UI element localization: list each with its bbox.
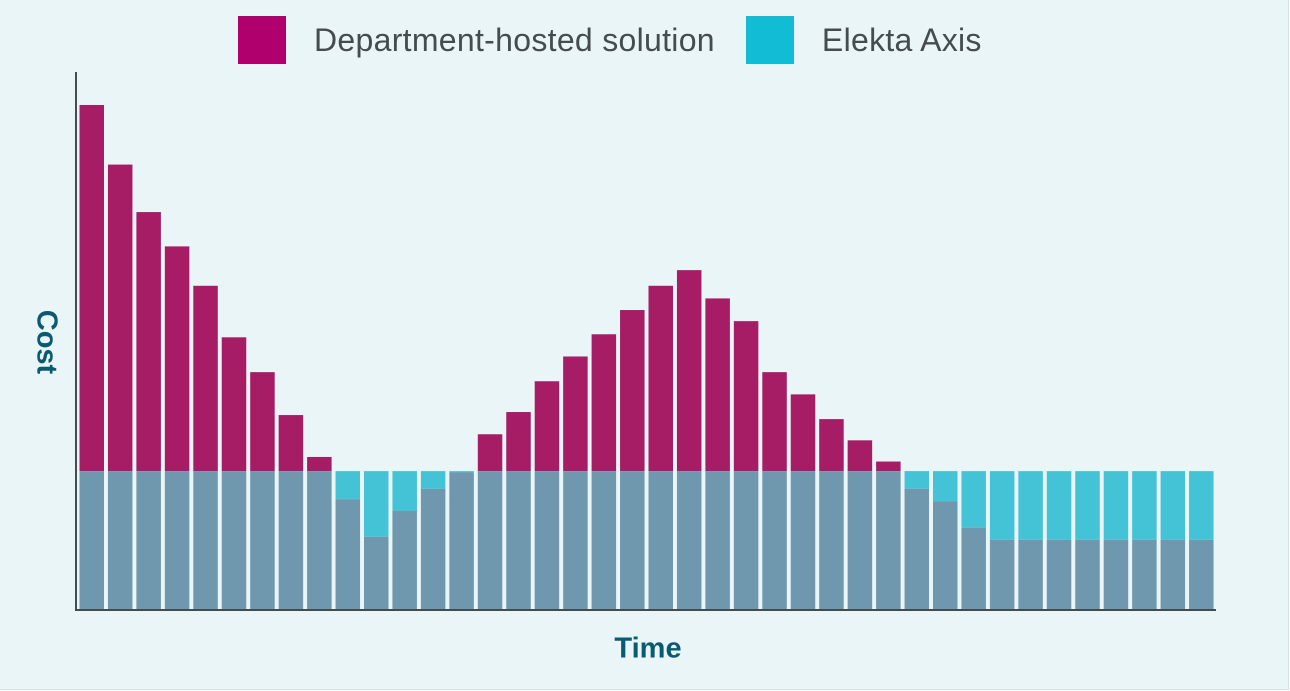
department-bar-2 [107, 164, 133, 472]
department-bar-22 [676, 270, 702, 472]
overlap-bar-10 [335, 499, 361, 610]
overlap-bar-39 [1160, 539, 1186, 610]
elekta-bar-40 [1189, 471, 1214, 540]
legend-item-elekta: Elekta Axis [745, 16, 1013, 64]
legend-swatch-elekta [745, 16, 794, 64]
department-bar-18 [563, 356, 588, 472]
overlap-bar-3 [136, 471, 161, 611]
overlap-bar-15 [477, 471, 503, 611]
overlap-bar-11 [364, 536, 389, 610]
department-bar-5 [193, 285, 218, 472]
elekta-bar-37 [1103, 471, 1129, 540]
legend-swatch-department [238, 16, 286, 64]
overlap-bar-38 [1132, 539, 1157, 610]
elekta-bar-35 [1046, 471, 1072, 540]
overlap-bar-22 [676, 471, 702, 611]
overlap-bar-35 [1046, 539, 1072, 610]
overlap-bar-28 [847, 471, 873, 611]
overlap-bar-1 [79, 471, 104, 611]
department-bar-4 [164, 246, 190, 472]
overlap-bar-16 [506, 471, 531, 611]
department-bar-25 [762, 372, 787, 472]
department-bar-8 [278, 415, 304, 472]
department-bar-26 [790, 394, 816, 472]
overlap-bar-30 [904, 488, 930, 610]
department-bar-1 [79, 105, 104, 472]
overlap-bar-13 [420, 488, 446, 610]
overlap-bar-40 [1189, 539, 1214, 610]
overlap-bar-26 [790, 471, 816, 611]
department-bar-27 [819, 419, 844, 472]
overlap-bar-37 [1103, 539, 1129, 610]
overlap-bar-25 [762, 471, 787, 611]
overlap-bar-34 [1018, 539, 1043, 610]
overlap-bar-18 [563, 471, 588, 611]
overlap-bar-24 [733, 471, 759, 611]
bar-group [79, 105, 1214, 611]
overlap-bar-31 [933, 501, 958, 611]
overlap-bar-27 [819, 471, 844, 611]
overlap-bar-33 [989, 539, 1015, 610]
elekta-bar-31 [933, 471, 958, 502]
overlap-bar-6 [221, 471, 247, 611]
department-bar-28 [847, 440, 873, 472]
x-axis-label: Time [614, 632, 682, 665]
department-bar-17 [534, 381, 560, 472]
overlap-bar-32 [961, 527, 986, 610]
overlap-bar-8 [278, 471, 304, 611]
elekta-bar-34 [1018, 471, 1043, 540]
department-bar-6 [221, 337, 247, 472]
department-bar-29 [876, 461, 901, 472]
legend-item-department: Department-hosted solution [238, 16, 746, 64]
overlap-bar-17 [534, 471, 560, 611]
department-bar-19 [591, 334, 617, 472]
department-bar-24 [733, 321, 759, 472]
legend-label-elekta: Elekta Axis [821, 21, 982, 58]
department-bar-7 [250, 372, 275, 472]
department-bar-16 [506, 412, 531, 472]
elekta-bar-10 [335, 471, 361, 500]
overlap-bar-12 [392, 511, 417, 610]
y-axis-label: Cost [30, 309, 63, 375]
overlap-bar-21 [648, 471, 673, 611]
overlap-bar-14 [449, 472, 474, 610]
department-bar-21 [648, 285, 673, 472]
legend-label-department: Department-hosted solution [314, 21, 715, 58]
elekta-bar-11 [364, 471, 389, 537]
overlap-bar-36 [1075, 539, 1100, 610]
overlap-bar-23 [705, 471, 730, 611]
elekta-bar-38 [1132, 471, 1157, 540]
elekta-bar-33 [989, 471, 1015, 540]
overlap-bar-29 [876, 471, 901, 611]
department-bar-23 [705, 298, 730, 472]
elekta-bar-14 [449, 471, 474, 473]
elekta-bar-32 [961, 471, 986, 528]
department-bar-3 [136, 212, 161, 472]
department-bar-20 [620, 310, 645, 472]
overlap-bar-9 [307, 471, 332, 611]
overlap-bar-5 [193, 471, 218, 611]
elekta-bar-39 [1160, 471, 1186, 540]
department-bar-9 [307, 456, 332, 472]
overlap-bar-7 [250, 471, 275, 611]
legend: Department-hosted solution Elekta Axis [238, 16, 1013, 64]
overlap-bar-2 [107, 471, 133, 611]
elekta-bar-12 [392, 471, 417, 512]
overlap-bar-4 [164, 471, 190, 611]
overlap-bar-20 [620, 471, 645, 611]
elekta-bar-30 [904, 471, 930, 489]
department-bar-15 [477, 434, 503, 472]
elekta-bar-36 [1075, 471, 1100, 540]
overlap-bar-19 [591, 471, 617, 611]
elekta-bar-13 [420, 471, 446, 489]
